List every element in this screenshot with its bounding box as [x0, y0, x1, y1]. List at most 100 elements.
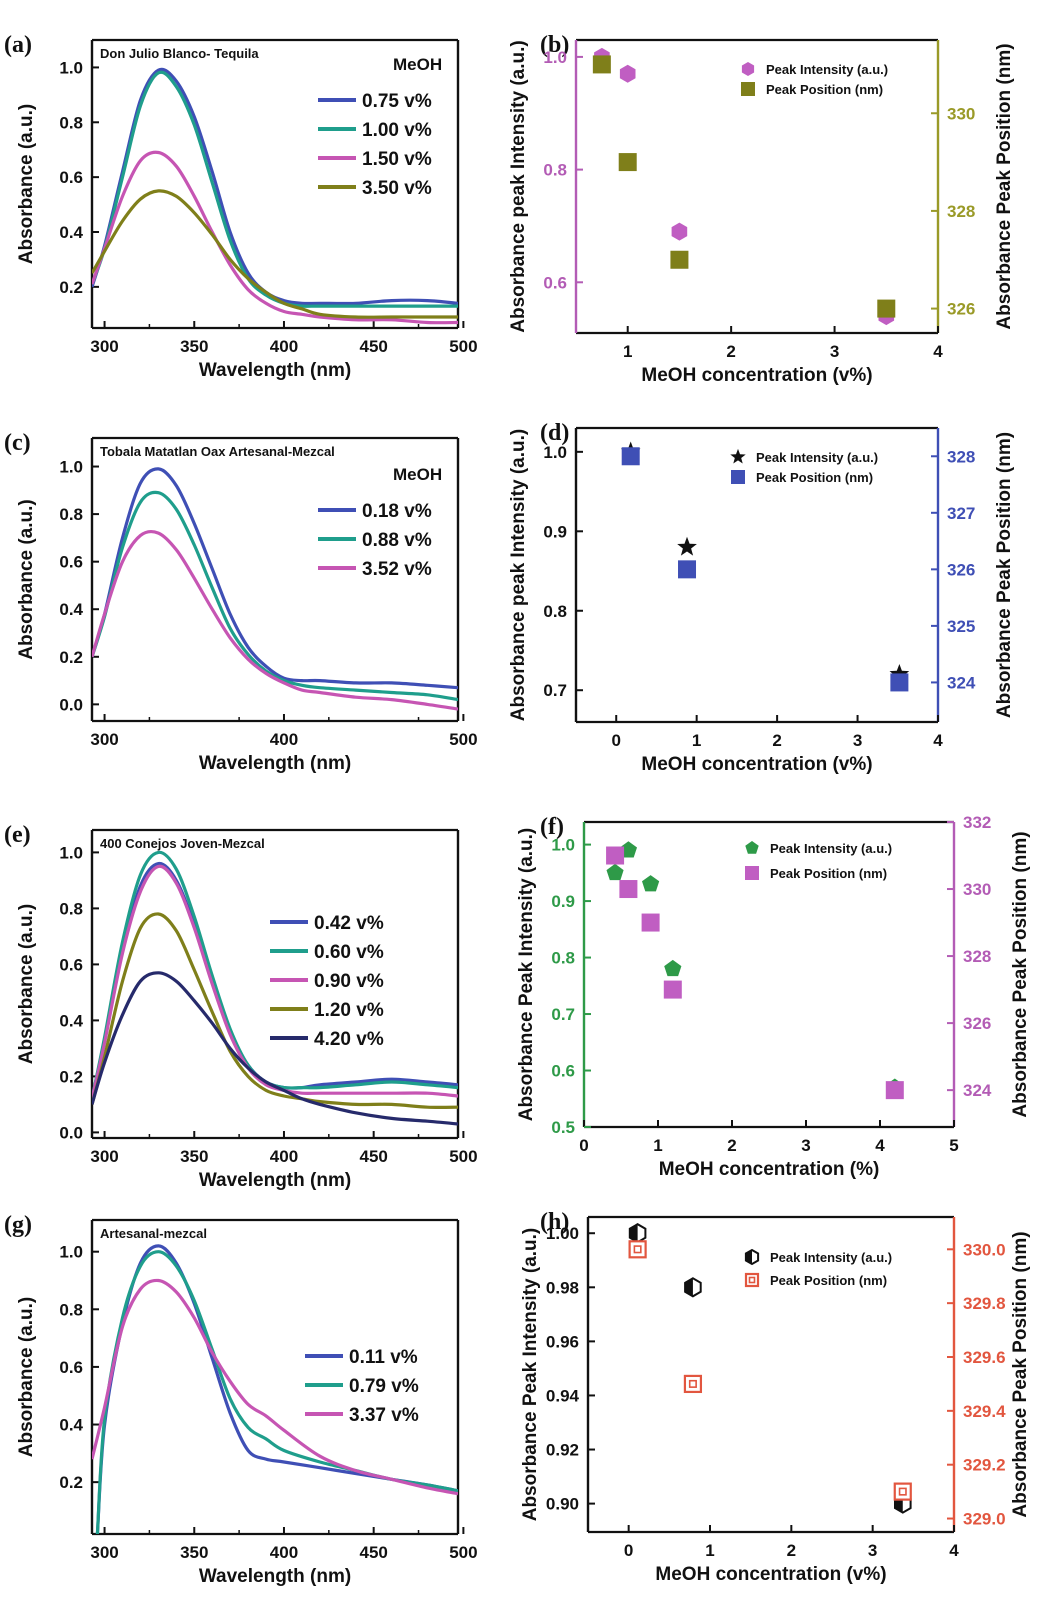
- legend: 0.42 v% 0.60 v% 0.90 v% 1.20 v% 4.20 v%: [270, 913, 384, 1050]
- plot-area: [92, 467, 458, 711]
- data-point: [621, 447, 640, 466]
- y-tick-label: 0.7: [543, 681, 567, 700]
- legend-label: 1.50 v%: [362, 149, 432, 170]
- data-point: [618, 153, 637, 172]
- x-tick-label: 2: [726, 342, 735, 361]
- panel-label: (b): [540, 32, 569, 58]
- x-tick-label: 300: [90, 1543, 118, 1562]
- x-axis-title: Wavelength (nm): [199, 753, 351, 774]
- x-tick-label: 450: [359, 337, 387, 356]
- y-right-tick-label: 329.8: [963, 1294, 1006, 1313]
- y-tick-label: 0.6: [59, 168, 83, 187]
- y-tick-label: 0.8: [59, 505, 83, 524]
- y-tick-label: 0.0: [59, 695, 83, 714]
- legend-label: 0.42 v%: [314, 913, 384, 934]
- x-tick-label: 0: [624, 1541, 633, 1560]
- x-axis-title: MeOH concentration (v%): [655, 1564, 886, 1585]
- y-right-tick-label: 327: [947, 504, 975, 523]
- x-tick-label: 2: [772, 731, 781, 750]
- y-right-tick-label: 330: [963, 880, 991, 899]
- legend-marker: [741, 82, 755, 96]
- x-axis-title: Wavelength (nm): [199, 1170, 351, 1191]
- data-point: [683, 1374, 703, 1394]
- plot-area: [620, 441, 910, 692]
- legend-marker: [741, 62, 755, 76]
- data-point: [619, 841, 637, 858]
- y-right-axis-title: Absorbance Peak Position (nm): [994, 432, 1015, 718]
- legend-label: 0.75 v%: [362, 91, 432, 112]
- y-axis-title: Absorbance peak Intensity (a.u.): [508, 40, 529, 332]
- y-right-axis-title: Absorbance Peak Position (nm): [1010, 831, 1031, 1117]
- y-tick-label: 1.0: [59, 843, 83, 862]
- x-tick-label: 500: [449, 337, 477, 356]
- data-point: [641, 913, 660, 932]
- y-tick-label: 0.6: [59, 553, 83, 572]
- legend-label: Peak Position (nm): [770, 866, 887, 881]
- y-tick-label: 1.0: [543, 443, 567, 462]
- panel-h: (h) 0 1 2 3 4 0.90 0.92 0.94 0.96 0.98 1.00 329.0 329…: [520, 1209, 1031, 1585]
- legend: Peak Intensity (a.u.) Peak Position (nm): [745, 841, 892, 881]
- x-tick-label: 1: [623, 342, 632, 361]
- data-point: [885, 1081, 904, 1100]
- data-point: [664, 959, 682, 977]
- x-tick-label: 500: [449, 1543, 477, 1562]
- legend-label: Peak Intensity (a.u.): [756, 450, 878, 465]
- legend-marker: [745, 841, 759, 854]
- legend-label: 3.37 v%: [349, 1405, 419, 1426]
- plot-area: [92, 850, 458, 1126]
- legend-label: 0.11 v%: [349, 1347, 418, 1368]
- x-tick-label: 450: [359, 1543, 387, 1562]
- x-tick-label: 3: [853, 731, 862, 750]
- series-line-2: [92, 529, 458, 711]
- panel-a: (a) 300 350 400 450 500 0.2 0.4 0.6 0.8 1.0 Wavelen…: [4, 32, 478, 381]
- y-tick-label: 0.8: [59, 899, 83, 918]
- x-axis-title: Wavelength (nm): [199, 1566, 351, 1587]
- x-tick-label: 500: [449, 1147, 477, 1166]
- x-tick-label: 4: [933, 731, 943, 750]
- data-point: [628, 1240, 647, 1259]
- x-tick-label: 4: [949, 1541, 959, 1560]
- data-point: [606, 846, 625, 865]
- panel-label: (e): [4, 822, 31, 848]
- x-tick-label: 400: [270, 337, 298, 356]
- y-tick-label: 0.4: [59, 223, 83, 242]
- legend-title: MeOH: [393, 55, 442, 74]
- y-tick-label: 0.6: [59, 955, 83, 974]
- x-tick-label: 2: [787, 1541, 796, 1560]
- panel-label: (a): [4, 32, 32, 58]
- series-line-1: [92, 70, 458, 308]
- y-right-tick-label: 324: [963, 1081, 992, 1100]
- legend-label: 0.18 v%: [362, 501, 432, 522]
- y-right-tick-label: 332: [963, 813, 991, 832]
- data-point: [619, 880, 638, 899]
- legend-label: 4.20 v%: [314, 1029, 384, 1050]
- legend: Peak Intensity (a.u.) Peak Position (nm): [741, 62, 888, 97]
- legend: MeOH 0.75 v% 1.00 v% 1.50 v% 3.50 v%: [318, 55, 442, 199]
- plot-area: [92, 1244, 458, 1534]
- y-right-tick-label: 328: [963, 947, 991, 966]
- y-right-tick-label: 328: [947, 447, 975, 466]
- panel-label: (g): [4, 1212, 32, 1238]
- panel-label: (f): [540, 814, 564, 840]
- data-point: [889, 664, 910, 683]
- data-point: [592, 55, 611, 74]
- y-tick-label: 0.7: [551, 1005, 575, 1024]
- y-tick-label: 0.0: [59, 1123, 83, 1142]
- x-axis-title: MeOH concentration (v%): [641, 365, 872, 386]
- x-tick-label: 500: [449, 730, 477, 749]
- series-line-3: [92, 912, 458, 1110]
- legend-label: Peak Position (nm): [766, 82, 883, 97]
- y-axis-title: Absorbance (a.u.): [16, 104, 37, 264]
- chart-title: Tobala Matatlan Oax Artesanal-Mezcal: [100, 444, 335, 459]
- y-axis-title: Absorbance (a.u.): [16, 499, 37, 659]
- x-tick-label: 450: [359, 1147, 387, 1166]
- x-axis-title: Wavelength (nm): [199, 360, 351, 381]
- y-tick-label: 0.2: [59, 1473, 83, 1492]
- y-tick-label: 0.8: [551, 949, 575, 968]
- y-tick-label: 0.4: [59, 600, 83, 619]
- x-axis-title: MeOH concentration (%): [659, 1159, 880, 1180]
- series-line-3: [92, 189, 458, 319]
- legend: Peak Intensity (a.u.) Peak Position (nm): [730, 448, 878, 485]
- series-line-1: [92, 490, 458, 702]
